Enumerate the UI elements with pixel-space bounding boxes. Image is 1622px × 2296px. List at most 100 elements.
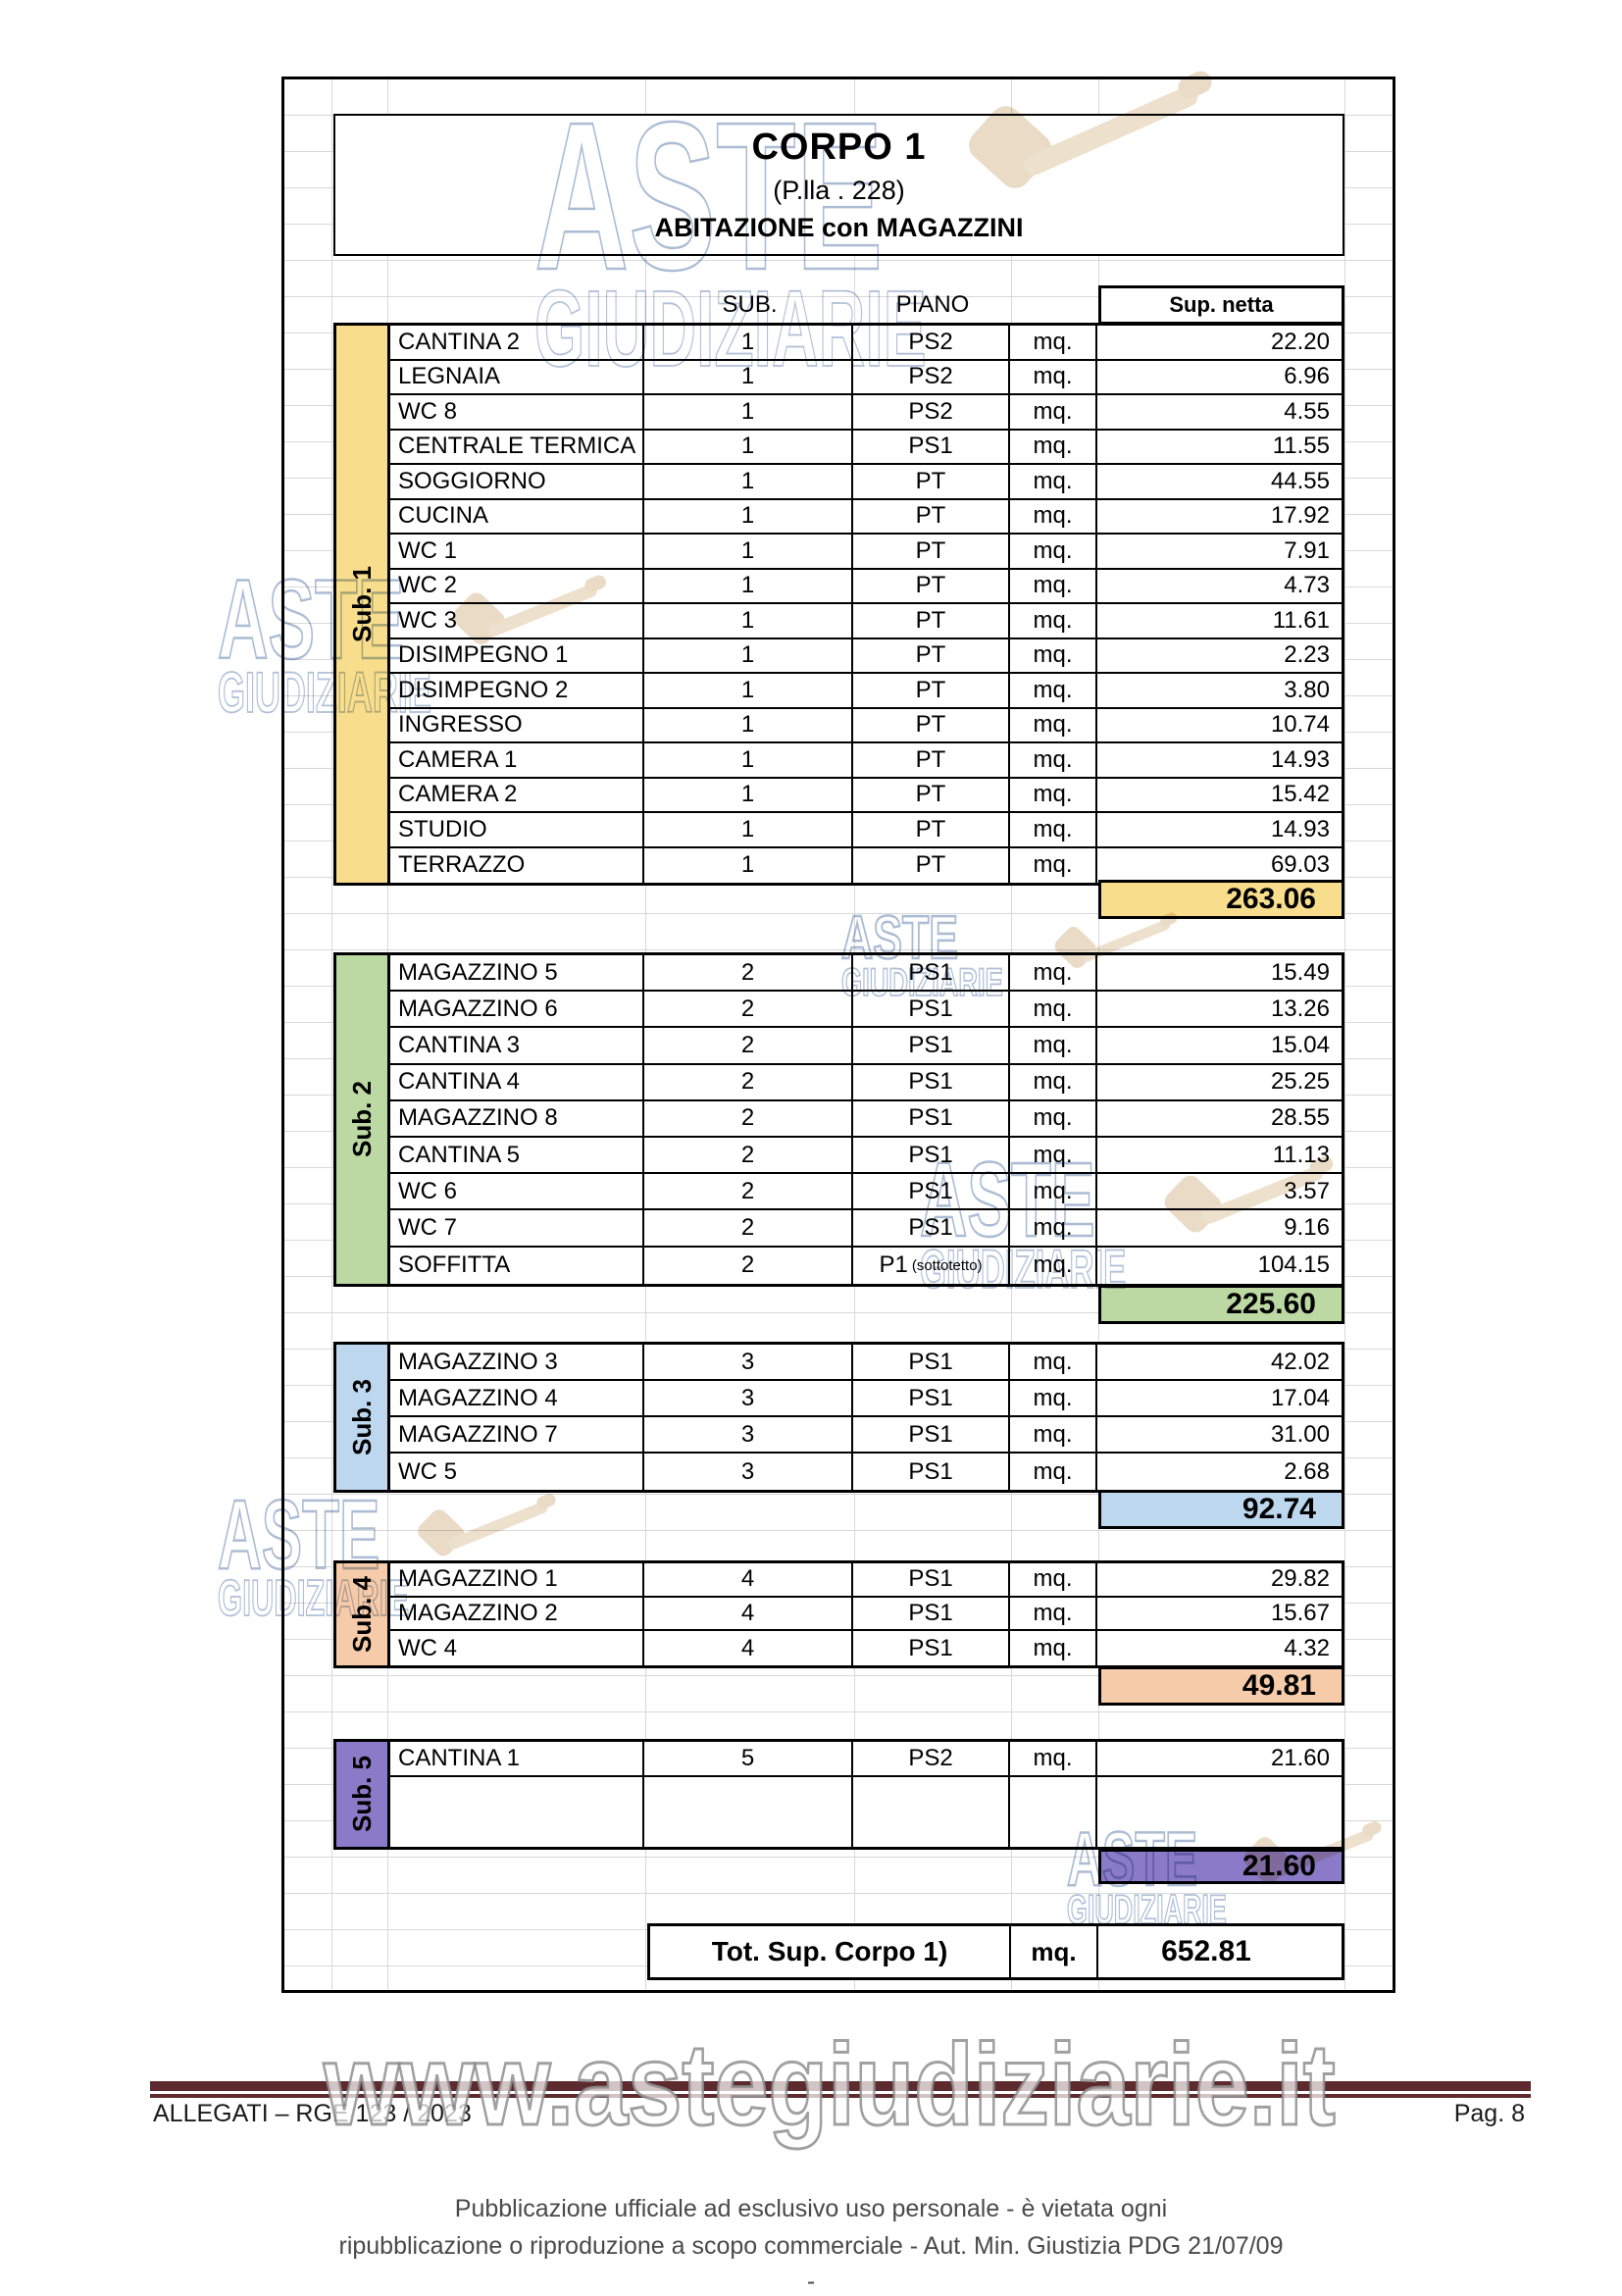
cell-unit: mq. — [1010, 569, 1097, 602]
cell-area-value: 15.42 — [1270, 781, 1330, 808]
cell-area-value: 29.82 — [1270, 1565, 1330, 1593]
cell-floor: PT — [853, 743, 1010, 777]
cell-room-name: CANTINA 4 — [390, 1064, 644, 1099]
cell-floor: P1 (sottotetto) — [853, 1247, 1010, 1284]
cell-floor: PT — [853, 708, 1010, 741]
cell-floor: PS1 — [853, 1028, 1010, 1063]
cell-room-name: CUCINA — [390, 499, 644, 533]
cell-area-value: 7.91 — [1284, 536, 1330, 564]
cell-unit: mq. — [1010, 1417, 1097, 1452]
cell-room-name: MAGAZZINO 7 — [390, 1417, 644, 1452]
cell-area-value: 2.23 — [1284, 641, 1330, 669]
table-row: WC 7 2 PS1 mq. 9.16 — [390, 1210, 1342, 1248]
cell-floor: PS1 — [853, 1100, 1010, 1136]
cell-sub-number: 1 — [644, 847, 853, 883]
footer-rule — [150, 2081, 1531, 2098]
cell-area-value: 3.57 — [1284, 1177, 1330, 1204]
footer-page-number: Pag. 8 — [1453, 2100, 1525, 2127]
cell-sub-number: 1 — [644, 778, 853, 811]
footer-rule-thick — [150, 2081, 1531, 2091]
cell-room-name: SOGGIORNO — [390, 465, 644, 498]
disclaimer-line-2: ripubblicazione o riproduzione a scopo c… — [338, 2232, 1284, 2260]
subtotal-box-sub-4: 49.81 — [1098, 1666, 1344, 1706]
cell-floor: PS1 — [853, 1381, 1010, 1415]
table-row: LEGNAIA 1 PS2 mq. 6.96 — [390, 360, 1342, 395]
table-row: MAGAZZINO 2 4 PS1 mq. 15.67 — [390, 1597, 1342, 1632]
cell-room-name: CANTINA 2 — [390, 326, 644, 359]
cell-sub-number: 1 — [644, 708, 853, 741]
cell-unit: mq. — [1010, 1064, 1097, 1099]
section-sub-2: Sub. 2 MAGAZZINO 5 2 PS1 mq. 15.49 MAGAZZINO 6… — [333, 952, 1344, 1287]
cell-sub-number: 1 — [644, 674, 853, 707]
section-rows: CANTINA 1 5 PS2 mq. 21.60 — [387, 1739, 1344, 1850]
table-row: CAMERA 2 1 PT mq. 15.42 — [390, 778, 1342, 813]
cell-room-name: MAGAZZINO 2 — [390, 1597, 644, 1630]
cell-unit: mq. — [1010, 1210, 1097, 1246]
cell-unit: mq. — [1010, 604, 1097, 638]
disclaimer-dash: - — [806, 2268, 816, 2295]
table-row: MAGAZZINO 1 4 PS1 mq. 29.82 — [390, 1563, 1342, 1598]
table-row: CANTINA 3 2 PS1 mq. 15.04 — [390, 1028, 1342, 1065]
cell-unit: mq. — [1010, 1345, 1097, 1379]
cell-sub-number: 1 — [644, 395, 853, 429]
cell-sub-number: 3 — [644, 1345, 853, 1379]
cell-sub-number: 4 — [644, 1631, 853, 1666]
cell-sub-number: 3 — [644, 1454, 853, 1490]
cell-floor-note: (sottotetto) — [911, 1256, 983, 1274]
cell-floor: PS2 — [853, 1742, 1010, 1775]
cell-unit: mq. — [1010, 1137, 1097, 1173]
cell-sub-number: 3 — [644, 1417, 853, 1452]
subtotal-box-sub-2: 225.60 — [1098, 1285, 1344, 1324]
cell-floor: PT — [853, 674, 1010, 707]
cell-unit: mq. — [1010, 1174, 1097, 1209]
cell-sub-number: 1 — [644, 499, 853, 533]
cell-room-name: CANTINA 5 — [390, 1137, 644, 1173]
cell-room-name: CANTINA 1 — [390, 1742, 644, 1775]
cell-floor: PT — [853, 813, 1010, 846]
cell-sub-number: 1 — [644, 360, 853, 393]
table-row: MAGAZZINO 6 2 PS1 mq. 13.26 — [390, 992, 1342, 1029]
cell-floor: PS1 — [853, 1563, 1010, 1596]
cell-sub-number: 1 — [644, 604, 853, 638]
cell-area-value: 13.26 — [1270, 995, 1330, 1022]
cell-floor: PS1 — [853, 992, 1010, 1027]
cell-room-name: CENTRALE TERMICA — [390, 430, 644, 463]
cell-area-value: 25.25 — [1270, 1068, 1330, 1096]
cell-sub-number: 3 — [644, 1381, 853, 1415]
cell-empty — [853, 1777, 1010, 1847]
cell-room-name: CANTINA 3 — [390, 1028, 644, 1063]
cell-area-value: 42.02 — [1270, 1348, 1330, 1375]
cell-sub-number: 1 — [644, 326, 853, 359]
cell-room-name: TERRAZZO — [390, 847, 644, 883]
table-row: CANTINA 1 5 PS2 mq. 21.60 — [390, 1742, 1342, 1777]
section-label-cell: Sub. 3 — [333, 1342, 387, 1493]
cell-room-name: WC 2 — [390, 569, 644, 602]
cell-unit: mq. — [1010, 955, 1097, 991]
cell-unit: mq. — [1010, 465, 1097, 498]
section-rows: CANTINA 2 1 PS2 mq. 22.20 LEGNAIA 1 PS2 mq. 6.96 W… — [387, 323, 1344, 886]
cell-room-name: MAGAZZINO 4 — [390, 1381, 644, 1415]
cell-unit: mq. — [1010, 1631, 1097, 1666]
section-rows: MAGAZZINO 5 2 PS1 mq. 15.49 MAGAZZINO 6 2 PS1 mq… — [387, 952, 1344, 1287]
table-row: WC 2 1 PT mq. 4.73 — [390, 569, 1342, 604]
cell-area-value: 31.00 — [1270, 1420, 1330, 1448]
cell-empty — [390, 1777, 644, 1847]
table-row: CUCINA 1 PT mq. 17.92 — [390, 499, 1342, 535]
cell-floor: PT — [853, 847, 1010, 883]
cell-unit: mq. — [1010, 743, 1097, 777]
cell-floor: PT — [853, 638, 1010, 672]
cell-sub-number: 1 — [644, 465, 853, 498]
cell-unit: mq. — [1010, 1381, 1097, 1415]
cell-area-value: 104.15 — [1257, 1251, 1330, 1279]
cell-unit: mq. — [1010, 395, 1097, 429]
cell-room-name: MAGAZZINO 6 — [390, 992, 644, 1027]
cell-unit: mq. — [1010, 499, 1097, 533]
table-row: TERRAZZO 1 PT mq. 69.03 — [390, 847, 1342, 883]
cell-area-value: 17.92 — [1270, 502, 1330, 530]
cell-area-value: 3.80 — [1284, 676, 1330, 703]
cell-floor: PS1 — [853, 1417, 1010, 1452]
cell-sub-number: 1 — [644, 535, 853, 568]
header-box: CORPO 1 (P.lla . 228) ABITAZIONE con MAG… — [333, 114, 1344, 256]
cell-room-name: MAGAZZINO 5 — [390, 955, 644, 991]
